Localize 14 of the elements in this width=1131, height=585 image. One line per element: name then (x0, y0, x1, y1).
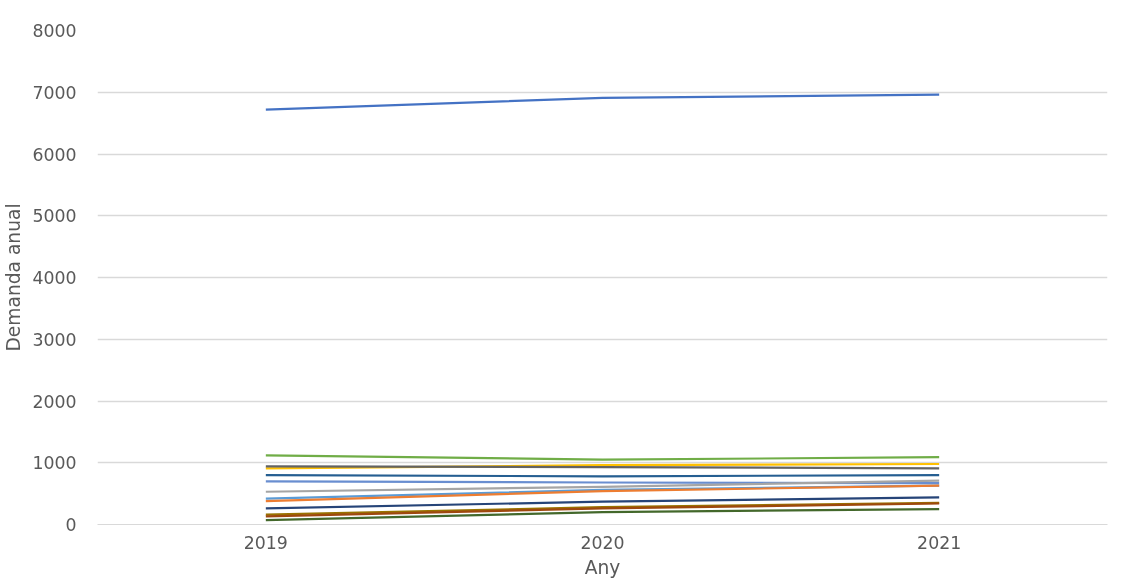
y-tick-label: 0 (65, 515, 77, 535)
y-tick-label: 2000 (32, 391, 77, 412)
x-tick-label: 2021 (917, 532, 962, 553)
y-tick-label: 7000 (32, 82, 77, 103)
y-tick-label: 3000 (32, 329, 77, 350)
y-tick-label: 6000 (32, 144, 77, 165)
y-tick-label: 4000 (32, 268, 77, 288)
y-tick-label: 5000 (32, 206, 77, 227)
y-axis-title: Demanda anual (3, 203, 25, 352)
y-tick-label: 1000 (32, 453, 77, 474)
x-axis-title: Any (584, 556, 621, 578)
x-tick-label: 2020 (580, 532, 625, 553)
x-tick-label: 2019 (243, 532, 288, 553)
y-tick-label: 8000 (32, 21, 77, 41)
